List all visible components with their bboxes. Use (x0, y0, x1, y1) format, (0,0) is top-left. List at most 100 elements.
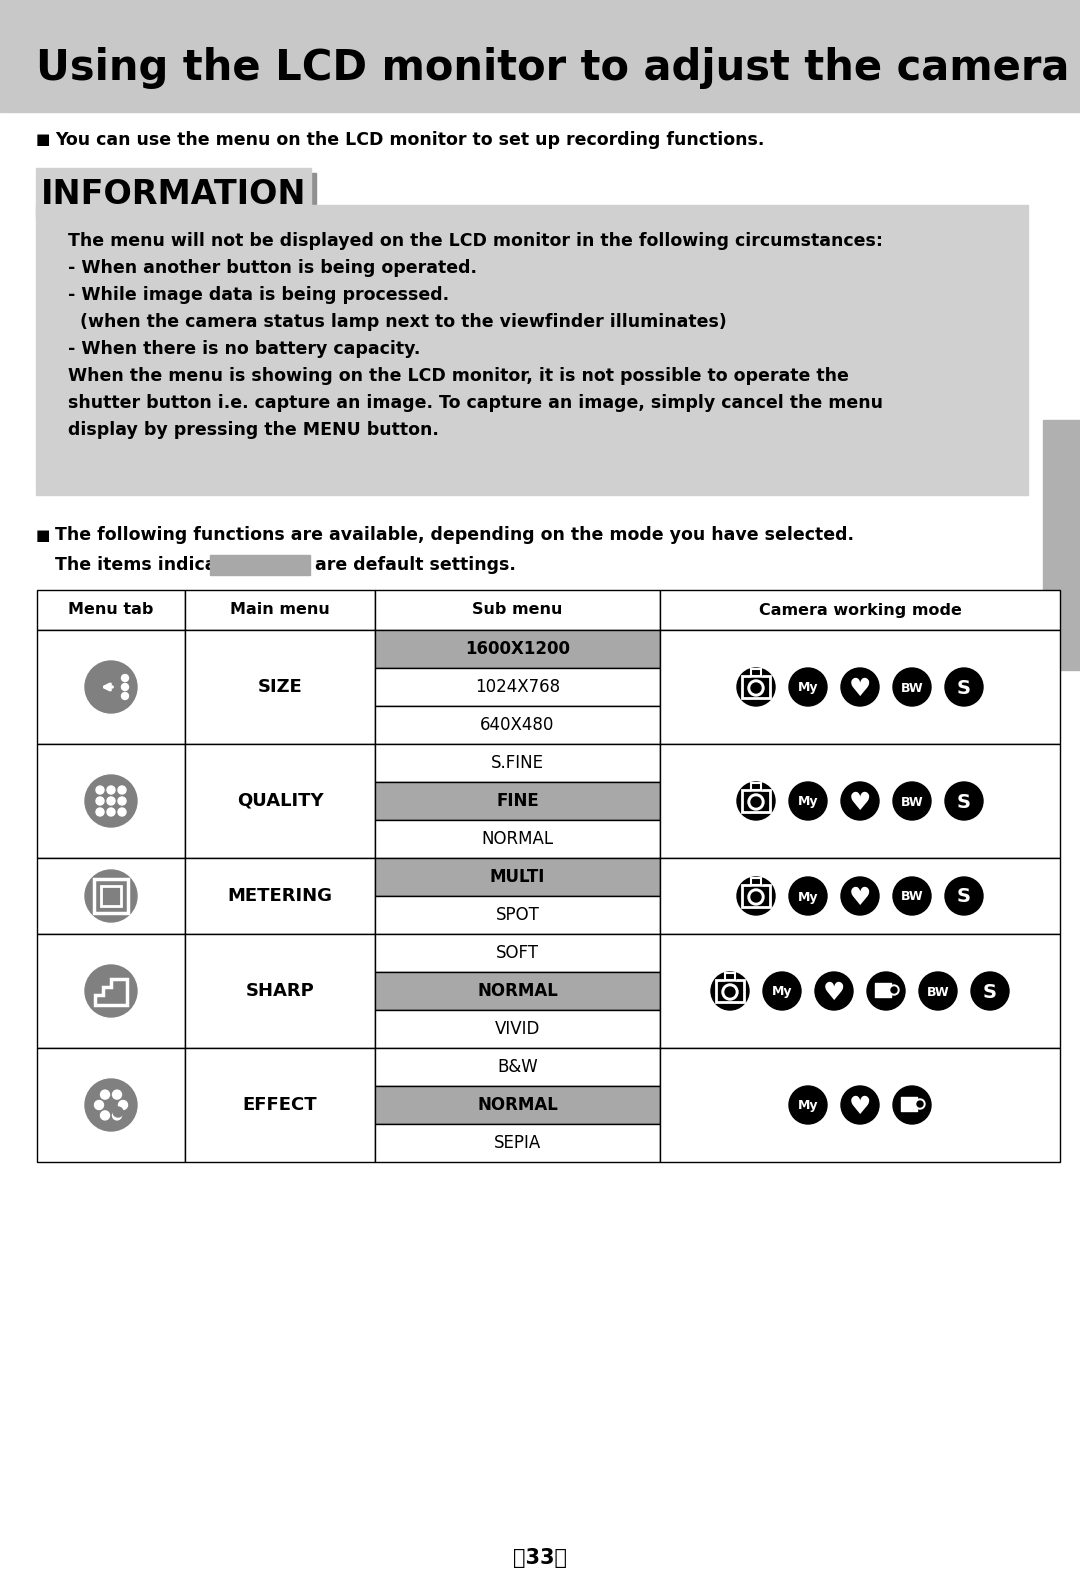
Bar (375, 972, 660, 1010)
Bar (185, 1048, 375, 1162)
Bar (660, 857, 1059, 934)
Circle shape (748, 680, 764, 696)
Circle shape (893, 667, 931, 705)
Text: ♥: ♥ (849, 791, 872, 815)
Bar (725, 973, 735, 980)
Bar (742, 675, 770, 697)
Bar (716, 980, 744, 1002)
Bar (37, 629, 185, 743)
Circle shape (841, 667, 879, 705)
Text: are default settings.: are default settings. (315, 556, 516, 574)
Circle shape (121, 693, 129, 699)
Circle shape (789, 667, 827, 705)
Circle shape (893, 781, 931, 819)
Circle shape (815, 972, 853, 1010)
Text: SOFT: SOFT (496, 945, 539, 962)
Circle shape (113, 1106, 123, 1117)
Bar (375, 819, 660, 857)
Bar (375, 743, 660, 781)
Text: FINE: FINE (496, 792, 539, 810)
Text: - While image data is being processed.: - While image data is being processed. (68, 285, 449, 304)
Text: Menu tab: Menu tab (68, 602, 153, 618)
Bar (375, 629, 660, 667)
Text: shutter button i.e. capture an image. To capture an image, simply cancel the men: shutter button i.e. capture an image. To… (68, 395, 883, 412)
Bar (742, 884, 770, 907)
Circle shape (748, 889, 764, 905)
Circle shape (96, 797, 104, 805)
Bar (36, 204, 1028, 495)
Bar (94, 880, 129, 913)
Text: SHARP: SHARP (245, 983, 314, 1000)
Circle shape (85, 661, 137, 713)
Circle shape (112, 1090, 121, 1098)
Text: The items indicated b: The items indicated b (55, 556, 268, 574)
Bar (37, 934, 185, 1048)
Text: S: S (983, 983, 997, 1002)
Bar (751, 783, 761, 789)
Text: S: S (957, 888, 971, 907)
Circle shape (121, 675, 129, 682)
Bar (375, 1010, 660, 1048)
Bar (375, 896, 660, 934)
Text: METERING: METERING (228, 888, 333, 905)
Text: - When another button is being operated.: - When another button is being operated. (68, 258, 477, 277)
Bar (725, 973, 735, 980)
Text: BW: BW (901, 682, 923, 694)
Text: My: My (772, 986, 793, 999)
Text: 1600X1200: 1600X1200 (465, 640, 570, 658)
Text: 1024X768: 1024X768 (475, 678, 561, 696)
Circle shape (107, 797, 114, 805)
Bar (185, 934, 375, 1048)
Text: NORMAL: NORMAL (477, 983, 558, 1000)
Text: ■: ■ (36, 133, 51, 147)
Text: You can use the menu on the LCD monitor to set up recording functions.: You can use the menu on the LCD monitor … (55, 132, 765, 149)
Bar (102, 886, 121, 907)
Bar (1043, 420, 1080, 670)
Circle shape (751, 797, 761, 807)
Circle shape (96, 808, 104, 816)
Circle shape (971, 972, 1009, 1010)
Bar (375, 857, 660, 896)
Text: - When there is no battery capacity.: - When there is no battery capacity. (68, 341, 420, 358)
Circle shape (100, 1090, 109, 1098)
Bar (36, 168, 311, 219)
Text: B&W: B&W (497, 1059, 538, 1076)
Circle shape (118, 808, 126, 816)
Text: ♥: ♥ (823, 981, 846, 1005)
Text: NORMAL: NORMAL (482, 831, 554, 848)
Circle shape (85, 775, 137, 827)
Bar (375, 781, 660, 819)
Circle shape (737, 877, 775, 915)
Circle shape (893, 877, 931, 915)
Text: My: My (798, 1100, 819, 1113)
Text: ♥: ♥ (849, 886, 872, 910)
Circle shape (100, 1111, 109, 1121)
Circle shape (748, 794, 764, 810)
Circle shape (737, 667, 775, 705)
Bar (751, 878, 761, 884)
Circle shape (118, 786, 126, 794)
Bar (901, 1097, 917, 1111)
Text: The menu will not be displayed on the LCD monitor in the following circumstances: The menu will not be displayed on the LC… (68, 231, 883, 250)
Bar (751, 783, 761, 789)
Circle shape (711, 972, 750, 1010)
Text: SEPIA: SEPIA (494, 1133, 541, 1152)
Bar (0, 0, 1080, 113)
Bar (185, 629, 375, 743)
Circle shape (85, 1079, 137, 1132)
Circle shape (893, 1086, 931, 1124)
Circle shape (919, 972, 957, 1010)
Bar (660, 934, 1059, 1048)
Bar (742, 884, 770, 907)
Bar (751, 669, 761, 675)
Bar (660, 590, 1059, 629)
Bar (185, 590, 375, 629)
Bar (211, 555, 310, 575)
Circle shape (107, 786, 114, 794)
Bar (37, 857, 185, 934)
Text: VIVID: VIVID (495, 1021, 540, 1038)
Text: EFFECT: EFFECT (243, 1095, 318, 1114)
Circle shape (121, 683, 129, 691)
Text: BW: BW (901, 796, 923, 808)
Circle shape (119, 1100, 127, 1110)
